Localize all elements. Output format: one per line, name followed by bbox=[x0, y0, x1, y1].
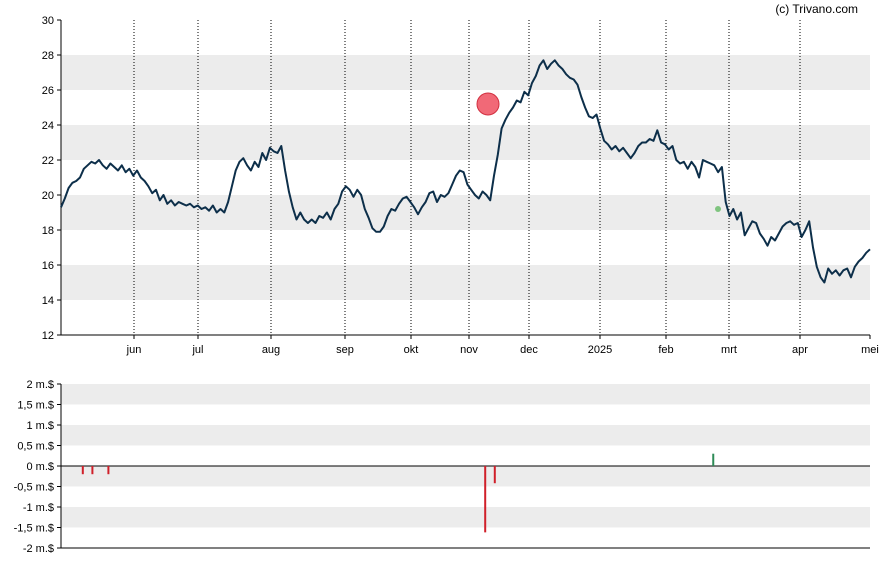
price-panel-axes bbox=[60, 20, 870, 336]
price-x-tick-label: aug bbox=[262, 344, 280, 356]
price-x-tick-label: feb bbox=[658, 344, 673, 356]
price-x-tick-label: okt bbox=[404, 344, 419, 356]
price-x-tick-label: dec bbox=[520, 344, 538, 356]
price-line-group bbox=[60, 59, 871, 284]
volume-y-tick-label: 1,5 m.$ bbox=[17, 400, 54, 412]
price-x-tick-label: 2025 bbox=[588, 344, 612, 356]
price-x-tick-label: sep bbox=[336, 344, 354, 356]
price-x-tick-label: mrt bbox=[721, 344, 737, 356]
price-panel-x-ticks: jun jul aug sep okt nov dec 2025 feb mrt apr mei bbox=[126, 335, 879, 356]
volume-y-tick-label: -0,5 m.$ bbox=[14, 482, 54, 494]
price-band bbox=[61, 265, 870, 300]
price-band bbox=[61, 55, 870, 90]
price-y-tick-label: 16 bbox=[42, 260, 54, 272]
volume-band bbox=[61, 384, 870, 405]
price-markers bbox=[476, 92, 721, 212]
volume-band bbox=[61, 425, 870, 446]
volume-panel-bands bbox=[61, 384, 870, 528]
volume-y-tick-label: -2 m.$ bbox=[23, 543, 54, 555]
volume-y-tick-label: 0,5 m.$ bbox=[17, 441, 54, 453]
price-y-tick-label: 28 bbox=[42, 50, 54, 62]
credit-text: (c) Trivano.com bbox=[775, 2, 858, 16]
price-y-tick-label: 14 bbox=[42, 295, 54, 307]
price-band bbox=[61, 195, 870, 230]
price-y-tick-label: 12 bbox=[42, 330, 54, 342]
price-line bbox=[60, 59, 871, 284]
price-x-tick-label: nov bbox=[460, 344, 478, 356]
volume-y-tick-label: -1 m.$ bbox=[23, 502, 54, 514]
price-y-tick-label: 22 bbox=[42, 155, 54, 167]
volume-y-tick-label: -1,5 m.$ bbox=[14, 523, 54, 535]
volume-band bbox=[61, 466, 870, 487]
volume-panel-y-ticks: 2 m.$ 1,5 m.$ 1 m.$ 0,5 m.$ 0 m.$ -0,5 m.$ -1 … bbox=[14, 379, 61, 555]
price-x-tick-label: jul bbox=[191, 344, 203, 356]
small-marker bbox=[715, 206, 721, 212]
price-y-tick-label: 24 bbox=[42, 120, 54, 132]
price-y-tick-label: 26 bbox=[42, 85, 54, 97]
price-panel-y-ticks: 12 14 16 18 20 22 24 26 28 30 bbox=[42, 15, 61, 342]
volume-y-tick-label: 2 m.$ bbox=[26, 379, 54, 391]
volume-band bbox=[61, 507, 870, 528]
price-x-tick-label: jun bbox=[126, 344, 142, 356]
highlight-marker bbox=[476, 92, 500, 116]
volume-y-tick-label: 1 m.$ bbox=[26, 420, 54, 432]
price-panel-bands bbox=[61, 55, 870, 300]
price-y-tick-label: 18 bbox=[42, 225, 54, 237]
price-y-tick-label: 20 bbox=[42, 190, 54, 202]
price-x-tick-label: apr bbox=[792, 344, 808, 356]
volume-bars bbox=[81, 453, 715, 533]
price-x-tick-label: mei bbox=[861, 344, 879, 356]
price-y-tick-label: 30 bbox=[42, 15, 54, 27]
price-band bbox=[61, 125, 870, 160]
volume-y-tick-label: 0 m.$ bbox=[26, 461, 54, 473]
